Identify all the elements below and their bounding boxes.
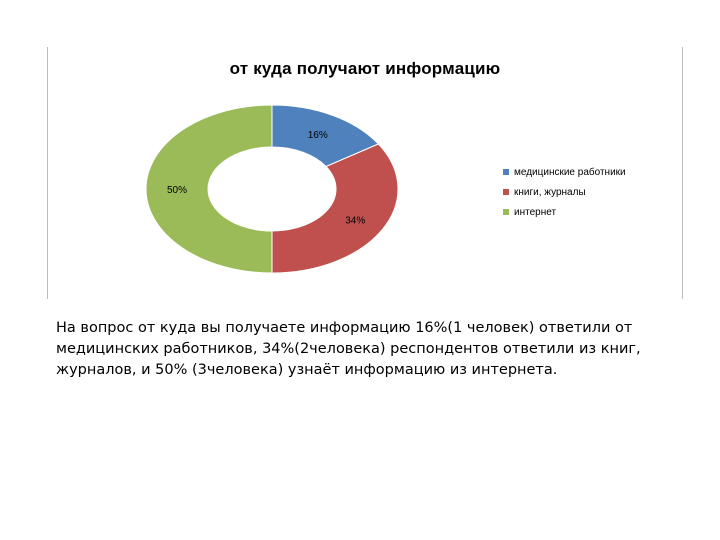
chart-legend: медицинские работники книги, журналы интер… <box>503 162 626 222</box>
data-label: 16% <box>308 130 328 141</box>
caption-line: медицинских работников, 34%(2человека) р… <box>56 341 641 357</box>
caption-line: журналов, и 50% (3человека) узнаёт инфор… <box>56 362 558 378</box>
donut-chart: 16% 34% 50% <box>145 104 399 274</box>
data-label: 50% <box>167 185 187 196</box>
legend-label: медицинские работники <box>514 166 626 178</box>
legend-swatch <box>503 189 509 195</box>
legend-item: медицинские работники <box>503 162 626 182</box>
caption-text: На вопрос от куда вы получаете информаци… <box>56 318 656 381</box>
donut-slice <box>145 104 273 274</box>
data-label: 34% <box>345 215 365 226</box>
legend-swatch <box>503 209 509 215</box>
legend-item: книги, журналы <box>503 182 626 202</box>
legend-label: книги, журналы <box>514 186 586 198</box>
legend-item: интернет <box>503 202 626 222</box>
chart-title: от куда получают информацию <box>229 59 501 78</box>
legend-swatch <box>503 169 509 175</box>
caption-line: На вопрос от куда вы получаете информаци… <box>56 320 633 336</box>
donut-slice <box>271 143 399 274</box>
chart-area: от куда получают информацию 16% 34% 50% ме… <box>47 47 683 299</box>
legend-label: интернет <box>514 206 557 218</box>
